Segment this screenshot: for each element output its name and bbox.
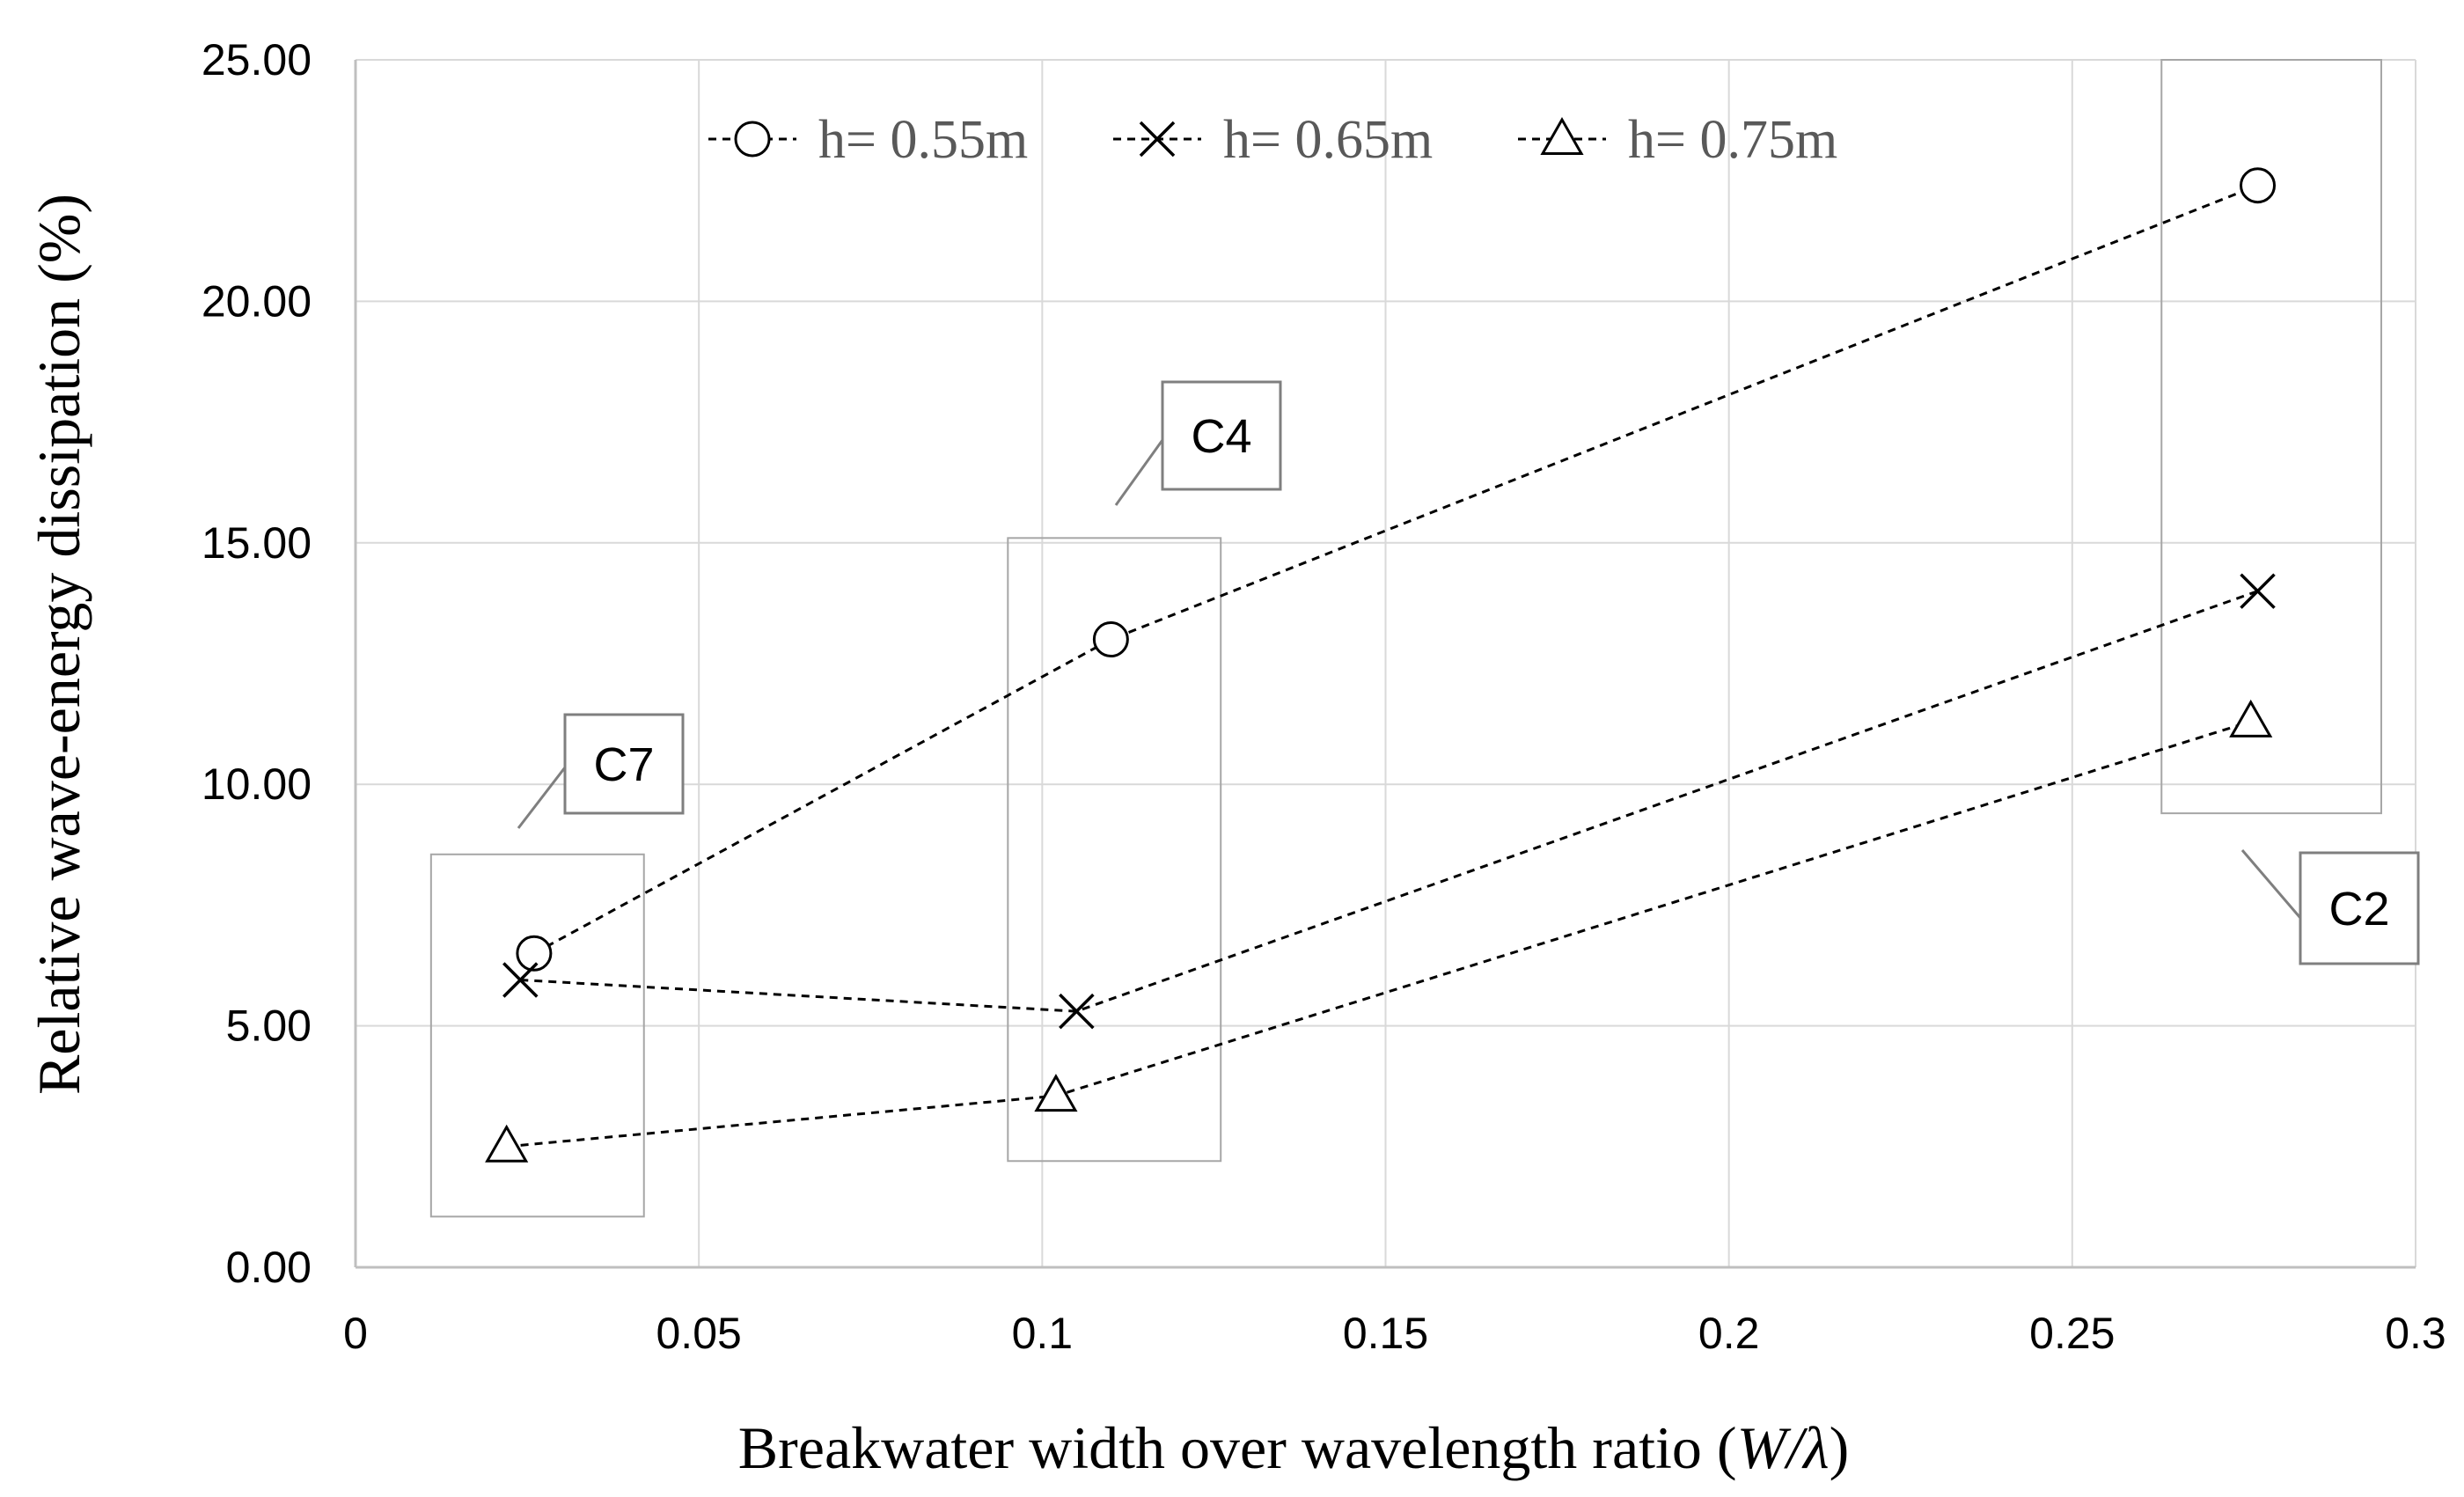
- triangle-marker: [485, 1124, 529, 1163]
- region-box-c2: [2160, 59, 2382, 815]
- legend-label: h= 0.55m: [818, 110, 1028, 170]
- x-tick-label: 0.15: [1343, 1309, 1428, 1358]
- triangle-marker: [1034, 1074, 1078, 1112]
- callout-c7: C7: [517, 713, 685, 829]
- series-2: [502, 573, 2276, 1030]
- x-tick-label: 0.2: [1698, 1309, 1760, 1358]
- callout-box: [2299, 851, 2420, 965]
- callout-label: C7: [593, 738, 654, 791]
- series-1: [516, 167, 2277, 972]
- grid-layer: [354, 59, 2416, 1269]
- x-tick-label: 0.05: [656, 1309, 742, 1358]
- legend-label: h= 0.65m: [1223, 110, 1433, 170]
- callout-c2: C2: [2240, 849, 2420, 965]
- cross-stroke: [1139, 121, 1176, 158]
- callouts: C7 C4 C2: [517, 380, 2420, 965]
- cross-marker: [1139, 121, 1176, 158]
- callout-leader: [2240, 849, 2302, 919]
- legend-item: h= 0.75m: [1518, 110, 1837, 170]
- legend-item: h= 0.65m: [1113, 110, 1433, 170]
- y-axis-title: Relative wave-energy dissipation (%): [26, 194, 92, 1095]
- x-axis-title-suffix: ): [1830, 1414, 1850, 1481]
- callout-box: [563, 713, 685, 815]
- series-line: [506, 720, 2252, 1148]
- callout-c4: C4: [1114, 380, 1282, 506]
- legend-item: h= 0.55m: [708, 110, 1028, 170]
- cross-marker: [2240, 573, 2276, 609]
- region-box-c4: [1007, 537, 1222, 1163]
- series-line: [533, 184, 2259, 955]
- legend-label: h= 0.75m: [1628, 110, 1837, 170]
- x-axis-title-variable: W/λ: [1737, 1414, 1830, 1481]
- triangle-marker: [1540, 116, 1584, 155]
- circle-marker: [2240, 167, 2277, 204]
- cross-stroke: [1059, 993, 1095, 1030]
- series-3: [485, 699, 2273, 1163]
- y-tick-label: 25.00: [202, 35, 312, 84]
- cross-marker: [502, 962, 539, 998]
- x-tick-label: 0: [343, 1309, 368, 1358]
- region-box-c7: [429, 853, 645, 1218]
- callout-label: C4: [1191, 410, 1251, 463]
- callout-leader: [1114, 439, 1164, 506]
- series-layer: [485, 167, 2277, 1163]
- circle-marker: [516, 935, 553, 972]
- annotation-regions: [429, 59, 2382, 1218]
- callout-box: [1161, 380, 1282, 491]
- y-tick-label: 5.00: [226, 1002, 312, 1051]
- circle-marker: [734, 121, 771, 158]
- cross-stroke: [502, 962, 539, 998]
- x-axis-title: Breakwater width over wavelength ratio (…: [738, 1414, 1849, 1481]
- y-tick-label: 10.00: [202, 760, 312, 809]
- x-tick-label: 0.1: [1012, 1309, 1074, 1358]
- x-tick-label: 0.25: [2029, 1309, 2115, 1358]
- callout-leader: [517, 767, 567, 829]
- x-tick-label: 0.3: [2385, 1309, 2446, 1358]
- y-tick-label: 15.00: [202, 518, 312, 568]
- triangle-marker: [2229, 699, 2273, 737]
- legend: h= 0.55m h= 0.65m h= 0.75m: [708, 110, 1837, 170]
- callout-label: C2: [2328, 883, 2389, 936]
- tick-labels: 0.00 5.00 10.00 15.00 20.00 25.00 0 0.05 0.1 0.15…: [202, 35, 2446, 1358]
- cross-marker: [1059, 993, 1095, 1030]
- cross-stroke: [2240, 573, 2276, 609]
- x-axis-title-prefix: Breakwater width over wavelength ratio (: [738, 1414, 1737, 1481]
- series-line: [520, 590, 2259, 1013]
- circle-marker: [1092, 621, 1129, 658]
- y-tick-label: 20.00: [202, 276, 312, 326]
- y-tick-label: 0.00: [226, 1243, 312, 1292]
